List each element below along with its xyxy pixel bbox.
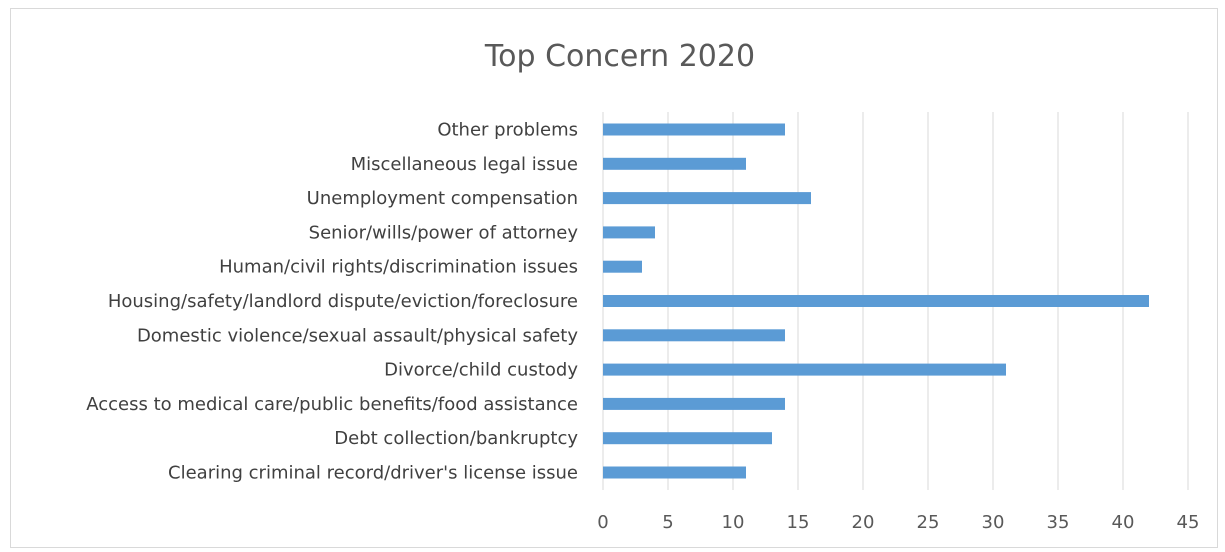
x-tick-label: 0 [597, 512, 608, 533]
category-label: Other problems [437, 120, 578, 141]
x-tick-label: 25 [917, 512, 940, 533]
bar [603, 226, 655, 239]
bar [603, 260, 642, 273]
category-label: Domestic violence/sexual assault/physica… [137, 325, 578, 346]
category-label: Senior/wills/power of attorney [309, 222, 579, 243]
bars [603, 123, 1149, 479]
bar [603, 363, 1006, 376]
x-tick-label: 35 [1047, 512, 1070, 533]
x-tick-label: 10 [722, 512, 745, 533]
bar [603, 295, 1149, 307]
x-tick-label: 20 [852, 512, 875, 533]
category-label: Divorce/child custody [384, 360, 578, 381]
chart-frame [10, 8, 1218, 548]
chart-title: Top Concern 2020 [484, 39, 755, 74]
category-label: Miscellaneous legal issue [351, 154, 578, 175]
category-label: Human/civil rights/discrimination issues [219, 257, 578, 278]
category-label: Access to medical care/public benefits/f… [86, 394, 578, 415]
bar [603, 432, 772, 445]
category-label: Housing/safety/landlord dispute/eviction… [108, 291, 578, 312]
bar [603, 123, 785, 136]
x-tick-label: 30 [982, 512, 1005, 533]
category-label: Clearing criminal record/driver's licens… [168, 463, 578, 484]
x-tick-label: 45 [1177, 512, 1200, 533]
x-tick-label: 40 [1112, 512, 1135, 533]
x-tick-label: 15 [787, 512, 810, 533]
category-label: Unemployment compensation [307, 188, 578, 209]
bar [603, 466, 746, 479]
bar [603, 397, 785, 410]
category-label: Debt collection/bankruptcy [334, 428, 578, 449]
bar [603, 157, 746, 170]
bar [603, 192, 811, 205]
category-labels: Other problems Miscellaneous legal issue U… [86, 120, 578, 484]
x-tick-label: 5 [662, 512, 673, 533]
x-axis-ticks: 0 5 10 15 20 25 30 35 40 45 [597, 512, 1199, 533]
bar [603, 329, 785, 342]
